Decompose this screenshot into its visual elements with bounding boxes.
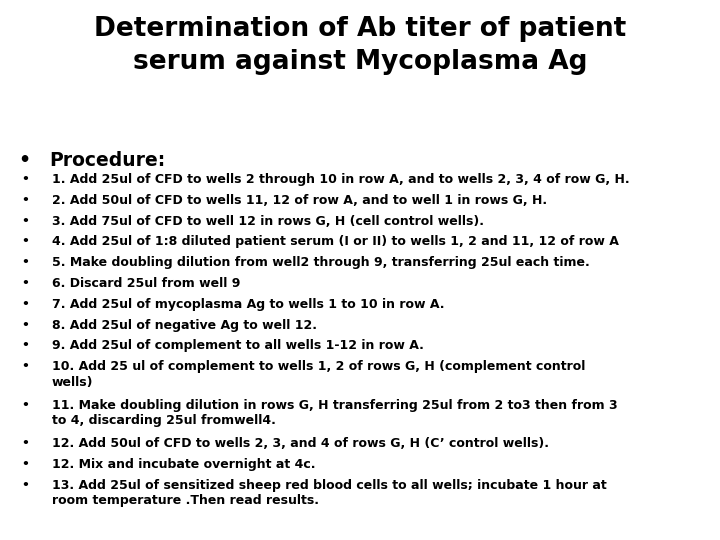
Text: 12. Mix and incubate overnight at 4c.: 12. Mix and incubate overnight at 4c. <box>52 458 315 471</box>
Text: 6. Discard 25ul from well 9: 6. Discard 25ul from well 9 <box>52 277 240 290</box>
Text: 9. Add 25ul of complement to all wells 1-12 in row A.: 9. Add 25ul of complement to all wells 1… <box>52 339 423 352</box>
Text: 3. Add 75ul of CFD to well 12 in rows G, H (cell control wells).: 3. Add 75ul of CFD to well 12 in rows G,… <box>52 214 484 227</box>
Text: 1. Add 25ul of CFD to wells 2 through 10 in row A, and to wells 2, 3, 4 of row G: 1. Add 25ul of CFD to wells 2 through 10… <box>52 173 629 186</box>
Text: 8. Add 25ul of negative Ag to well 12.: 8. Add 25ul of negative Ag to well 12. <box>52 319 317 332</box>
Text: 12. Add 50ul of CFD to wells 2, 3, and 4 of rows G, H (C’ control wells).: 12. Add 50ul of CFD to wells 2, 3, and 4… <box>52 437 549 450</box>
Text: •: • <box>22 298 30 310</box>
Text: •: • <box>18 151 30 170</box>
Text: •: • <box>22 235 30 248</box>
Text: •: • <box>22 399 30 411</box>
Text: •: • <box>22 479 30 492</box>
Text: 2. Add 50ul of CFD to wells 11, 12 of row A, and to well 1 in rows G, H.: 2. Add 50ul of CFD to wells 11, 12 of ro… <box>52 194 547 207</box>
Text: •: • <box>22 458 30 471</box>
Text: Procedure:: Procedure: <box>49 151 165 170</box>
Text: •: • <box>22 256 30 269</box>
Text: 7. Add 25ul of mycoplasma Ag to wells 1 to 10 in row A.: 7. Add 25ul of mycoplasma Ag to wells 1 … <box>52 298 444 310</box>
Text: 11. Make doubling dilution in rows G, H transferring 25ul from 2 to3 then from 3: 11. Make doubling dilution in rows G, H … <box>52 399 618 427</box>
Text: •: • <box>22 339 30 352</box>
Text: •: • <box>22 277 30 290</box>
Text: •: • <box>22 319 30 332</box>
Text: 5. Make doubling dilution from well2 through 9, transferring 25ul each time.: 5. Make doubling dilution from well2 thr… <box>52 256 590 269</box>
Text: Determination of Ab titer of patient
serum against Mycoplasma Ag: Determination of Ab titer of patient ser… <box>94 16 626 75</box>
Text: •: • <box>22 173 30 186</box>
Text: •: • <box>22 214 30 227</box>
Text: •: • <box>22 360 30 373</box>
Text: •: • <box>22 437 30 450</box>
Text: 13. Add 25ul of sensitized sheep red blood cells to all wells; incubate 1 hour a: 13. Add 25ul of sensitized sheep red blo… <box>52 479 606 508</box>
Text: 10. Add 25 ul of complement to wells 1, 2 of rows G, H (complement control
wells: 10. Add 25 ul of complement to wells 1, … <box>52 360 585 389</box>
Text: •: • <box>22 194 30 207</box>
Text: 4. Add 25ul of 1:8 diluted patient serum (I or II) to wells 1, 2 and 11, 12 of r: 4. Add 25ul of 1:8 diluted patient serum… <box>52 235 618 248</box>
